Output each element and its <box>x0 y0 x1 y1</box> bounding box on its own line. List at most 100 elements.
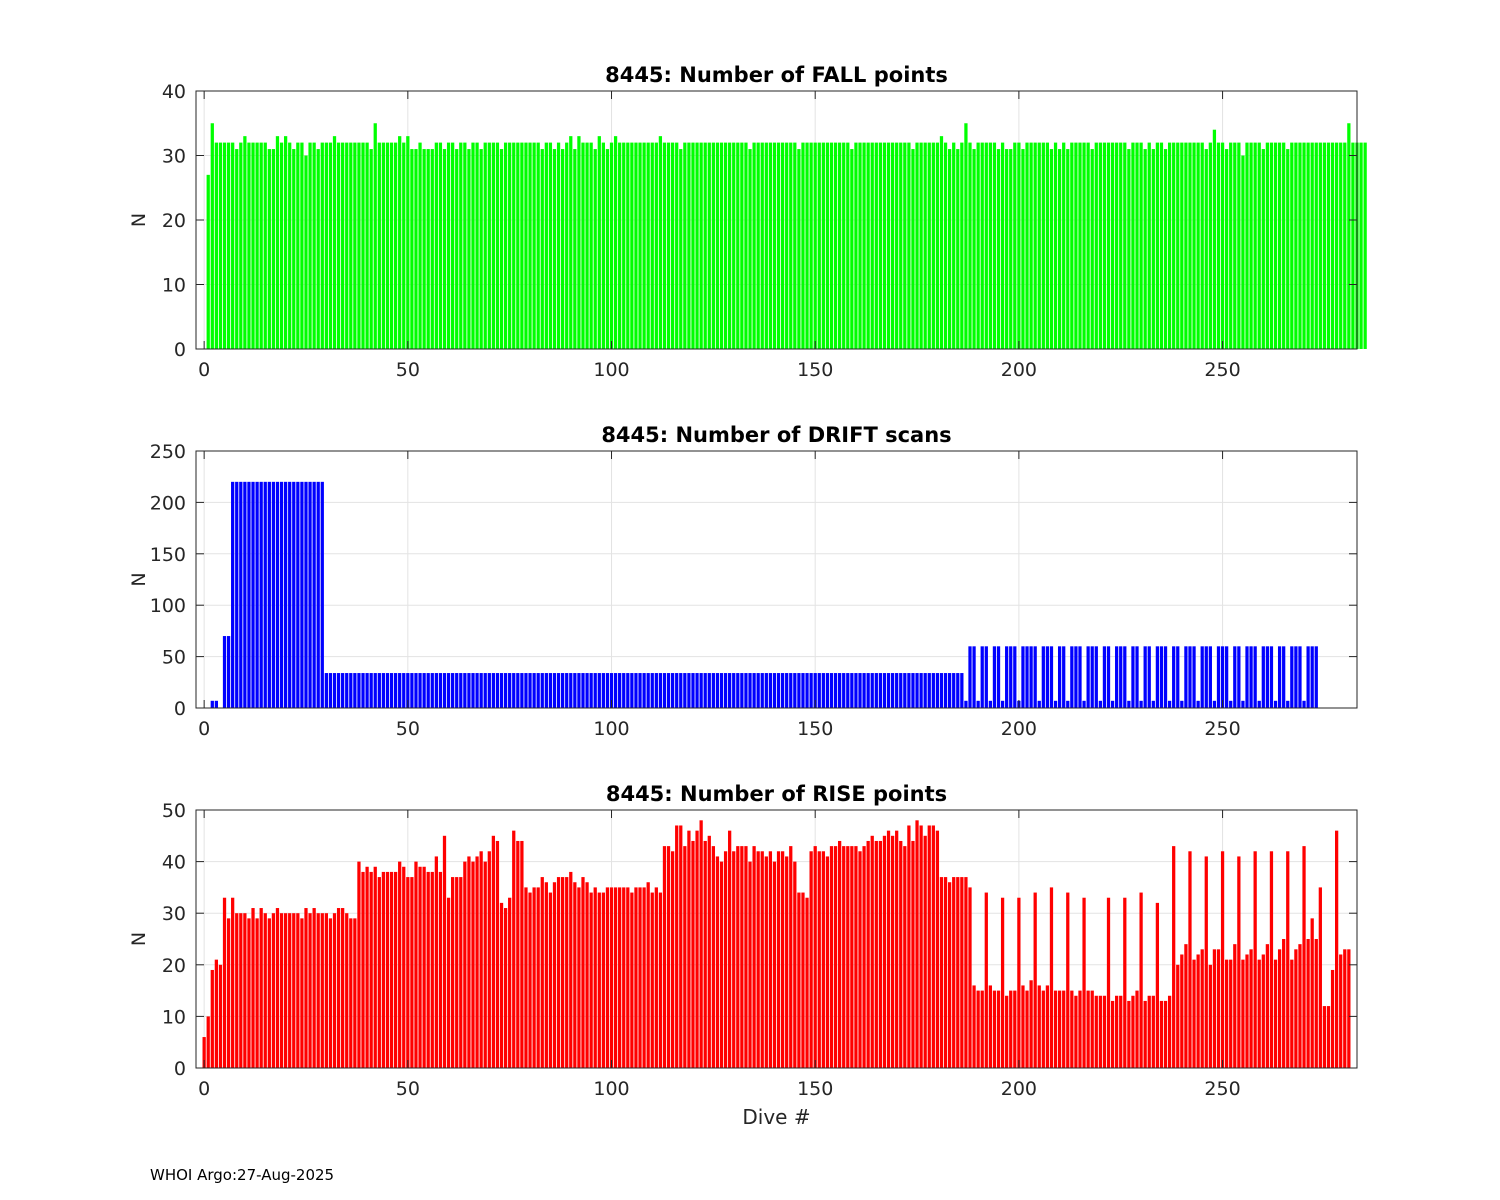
bar <box>1045 646 1050 708</box>
bar <box>1086 646 1090 708</box>
bar <box>752 142 756 349</box>
bar <box>821 851 825 1068</box>
bar <box>666 673 671 708</box>
bar <box>1273 959 1278 1068</box>
bar <box>1045 985 1050 1068</box>
bar <box>1172 846 1176 1068</box>
bar <box>467 856 471 1068</box>
bar <box>1322 142 1327 349</box>
bar <box>202 1037 206 1068</box>
bar <box>263 142 267 349</box>
bar <box>1053 990 1058 1068</box>
bar <box>882 673 887 708</box>
bar <box>1269 851 1274 1068</box>
bar <box>785 142 789 349</box>
bar <box>548 673 553 708</box>
bar <box>1082 700 1086 708</box>
bar <box>809 142 813 349</box>
bar <box>854 673 858 708</box>
bar <box>324 913 328 1068</box>
bar <box>723 673 728 708</box>
bar <box>398 673 402 708</box>
bar <box>479 851 483 1068</box>
bar <box>1225 959 1229 1068</box>
bar <box>1041 990 1045 1068</box>
bar <box>1131 995 1135 1068</box>
bar <box>365 866 369 1068</box>
bar <box>455 673 459 708</box>
bar <box>1306 142 1310 349</box>
bar <box>878 840 883 1068</box>
bar <box>789 673 793 708</box>
bar <box>976 700 980 708</box>
bar <box>332 136 337 349</box>
bar <box>1306 939 1310 1068</box>
bar <box>1200 949 1204 1068</box>
bar <box>1033 892 1037 1068</box>
y-axis-label: N <box>128 213 150 227</box>
bar <box>499 902 504 1068</box>
bar <box>740 673 744 708</box>
bar <box>1208 964 1212 1068</box>
bar <box>536 142 540 349</box>
bar <box>850 673 854 708</box>
bar <box>418 142 422 349</box>
bar <box>414 673 418 708</box>
bar <box>691 142 695 349</box>
bar <box>1204 856 1208 1068</box>
bar <box>475 142 479 349</box>
bar <box>451 877 455 1068</box>
bar <box>226 636 231 708</box>
bar <box>1339 142 1343 349</box>
bar <box>385 673 390 708</box>
bar <box>524 673 528 708</box>
bar <box>459 673 463 708</box>
bar <box>613 673 618 708</box>
bar <box>1249 142 1253 349</box>
bar <box>829 142 834 349</box>
bar <box>715 673 720 708</box>
bar <box>793 673 797 708</box>
x-tick-label: 100 <box>593 718 629 740</box>
bar <box>1225 149 1229 349</box>
bar <box>675 142 679 349</box>
bar <box>1147 995 1151 1068</box>
bar <box>239 913 243 1068</box>
bar <box>707 142 711 349</box>
x-tick-label: 150 <box>797 1078 833 1100</box>
bar <box>732 851 736 1068</box>
bar <box>980 142 984 349</box>
bar <box>626 887 630 1068</box>
bar <box>239 142 243 349</box>
x-tick-label: 50 <box>396 359 420 381</box>
bar <box>548 892 553 1068</box>
bar <box>874 673 878 708</box>
bar <box>524 142 528 349</box>
bar <box>446 673 451 708</box>
bar <box>935 142 940 349</box>
bar <box>552 882 557 1068</box>
bar <box>956 149 960 349</box>
bar <box>222 636 227 708</box>
bar <box>235 913 239 1068</box>
bar <box>907 825 911 1068</box>
bar <box>243 913 247 1068</box>
bar <box>222 897 227 1068</box>
bar <box>483 861 487 1068</box>
bar <box>300 142 304 349</box>
bar <box>561 673 565 708</box>
bar <box>455 877 459 1068</box>
bar <box>646 673 650 708</box>
bar <box>1102 142 1107 349</box>
bar <box>862 846 866 1068</box>
bar <box>744 142 748 349</box>
bar <box>1273 142 1278 349</box>
bar <box>487 673 491 708</box>
bar <box>622 887 626 1068</box>
bar <box>442 673 447 708</box>
bar <box>650 142 654 349</box>
bar <box>279 481 284 708</box>
bar <box>369 673 373 708</box>
bar <box>1110 1000 1115 1068</box>
bar <box>821 673 825 708</box>
